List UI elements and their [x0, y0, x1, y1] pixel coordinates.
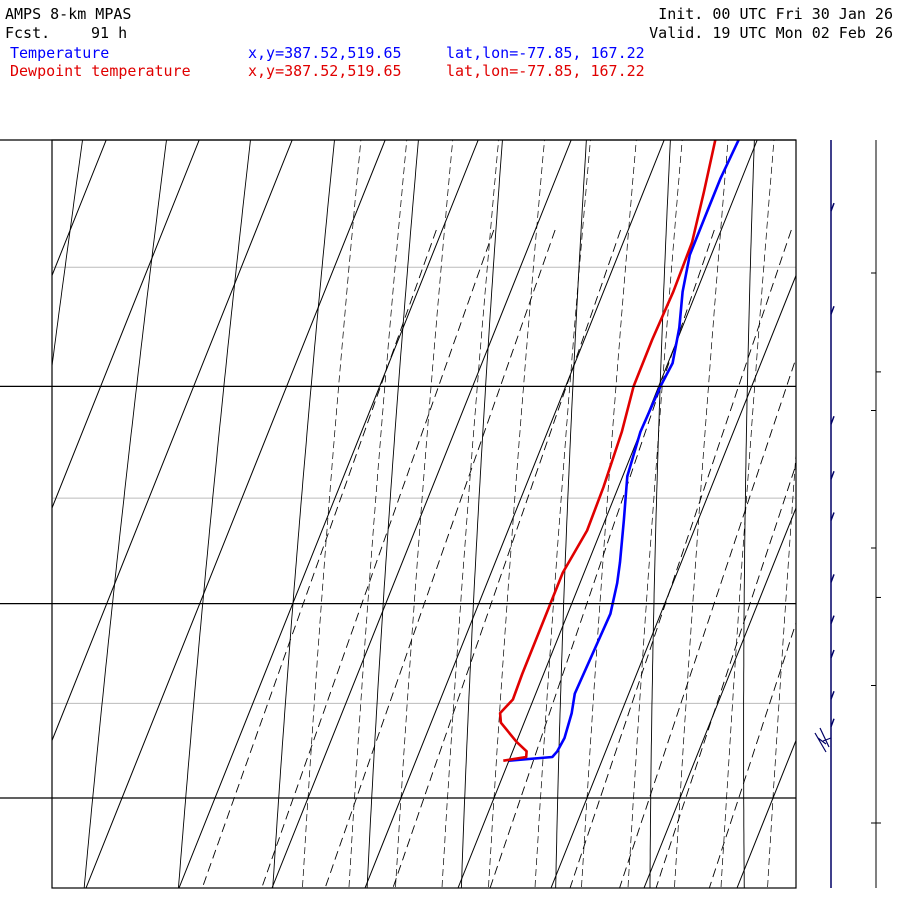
isotherm-line — [85, 140, 386, 888]
dry-adiabat-line — [272, 140, 335, 888]
wind-barb — [830, 615, 835, 624]
wind-barb — [830, 718, 835, 728]
dry-adiabat-line — [555, 140, 587, 888]
mixing-ratio-line — [392, 229, 622, 888]
wind-barb — [830, 512, 835, 521]
dry-adiabat-line — [743, 140, 755, 888]
isotherm-line — [178, 140, 479, 888]
moist-adiabat-line — [488, 140, 545, 888]
isotherm-line — [364, 140, 665, 888]
wind-barb — [830, 202, 835, 212]
dry-adiabat-line — [834, 130, 839, 898]
moist-adiabat-line — [813, 130, 866, 898]
dry-adiabat-line — [52, 140, 83, 370]
temperature-trace — [508, 140, 740, 762]
wind-barb — [830, 574, 835, 583]
legend-temperature-label: Temperature — [10, 44, 110, 62]
dry-adiabat-line — [649, 140, 671, 888]
dry-adiabat-line — [460, 140, 503, 888]
legend-dewpoint-label: Dewpoint temperature — [10, 62, 191, 80]
mixing-ratio-line — [324, 229, 556, 888]
mixing-ratio-line — [489, 229, 715, 888]
isotherm-line — [830, 140, 900, 888]
wind-barb — [830, 470, 835, 480]
isotherm-line — [0, 140, 13, 888]
legend-temperature-xy: x,y=387.52,519.65 — [248, 44, 402, 62]
wind-barb — [830, 305, 835, 315]
legend-dewpoint-latlon: lat,lon=-77.85, 167.22 — [446, 62, 645, 80]
moist-adiabat-line — [534, 140, 591, 888]
dewpoint-trace — [498, 140, 717, 762]
moist-adiabat-line — [441, 140, 499, 888]
isotherm-line — [52, 140, 293, 742]
forecast-label: Fcst. — [5, 24, 51, 42]
wind-barb — [830, 415, 835, 425]
wind-panel — [814, 140, 881, 888]
moist-adiabat-line — [348, 140, 408, 888]
init-time: Init. 00 UTC Fri 30 Jan 26 — [658, 5, 893, 23]
wind-barb — [830, 649, 835, 659]
isotherm-line — [52, 140, 200, 510]
moist-adiabat-line — [302, 140, 362, 888]
moist-adiabat-line — [860, 130, 900, 898]
moist-adiabat-line — [674, 140, 729, 888]
mixing-ratio-line — [569, 229, 792, 888]
legend-dewpoint-xy: x,y=387.52,519.65 — [248, 62, 402, 80]
moist-adiabat-line — [581, 140, 637, 888]
isotherm-line — [457, 140, 758, 888]
isotherm-line — [643, 506, 796, 888]
dry-adiabat-line — [83, 140, 167, 888]
legend-temperature-latlon: lat,lon=-77.85, 167.22 — [446, 44, 645, 62]
isotherm-line — [271, 140, 572, 888]
valid-time: Valid. 19 UTC Mon 02 Feb 26 — [649, 24, 893, 42]
profile-traces — [498, 140, 740, 762]
isotherm-line — [736, 739, 796, 888]
model-title: AMPS 8-km MPAS — [5, 5, 132, 23]
mixing-ratio-line — [261, 229, 495, 888]
mixing-ratio-line — [201, 229, 437, 888]
mixing-ratio-line — [619, 356, 796, 888]
wind-barb — [830, 690, 835, 700]
mixing-ratio-line — [655, 463, 796, 888]
moist-adiabat-line — [627, 140, 683, 888]
diagram-grid — [0, 130, 900, 898]
plot-frame — [0, 139, 797, 889]
moist-adiabat-line — [720, 140, 775, 888]
wind-barb-cluster — [814, 727, 832, 753]
mixing-ratio-line — [708, 621, 796, 888]
dry-adiabat-line — [177, 140, 251, 888]
isotherm-line — [52, 140, 107, 277]
dry-adiabat-line — [366, 140, 419, 888]
isotherm-line — [550, 274, 796, 888]
moist-adiabat-line — [395, 140, 454, 888]
plot-border — [51, 139, 797, 889]
forecast-hour: 91 h — [91, 24, 128, 42]
